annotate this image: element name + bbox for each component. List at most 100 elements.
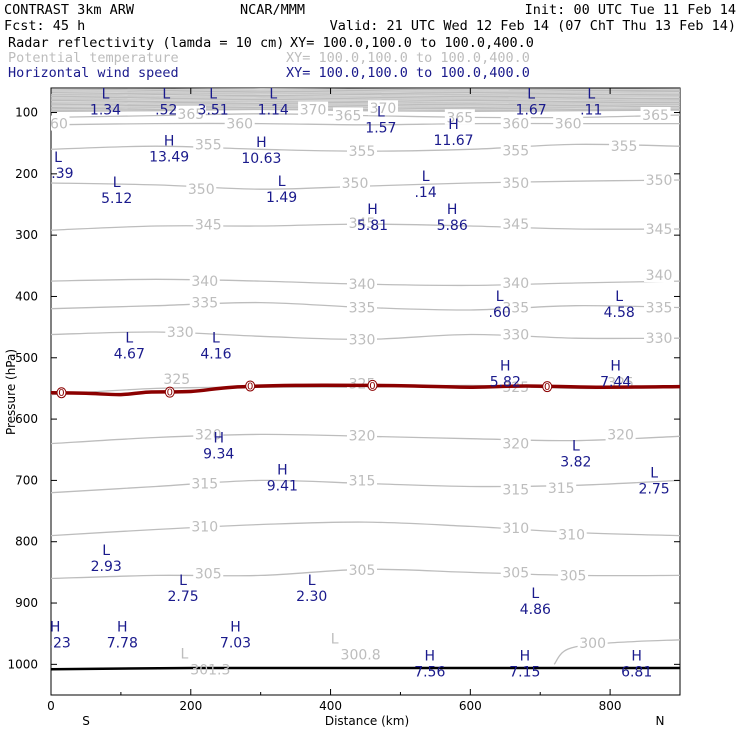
wind-extremum-type: H bbox=[500, 358, 511, 374]
theta-label-bg bbox=[500, 435, 531, 451]
theta-label-315: 315 bbox=[502, 483, 529, 499]
theta-label-365: 365 bbox=[335, 109, 362, 125]
theta-label-bg bbox=[161, 371, 192, 387]
wind-extremum-type: H bbox=[256, 135, 267, 151]
theta-label-bg bbox=[640, 106, 671, 122]
init-time: Init: 00 UTC Tue 11 Feb 14 bbox=[525, 2, 736, 18]
wind-extremum-value: 9.41 bbox=[267, 479, 298, 495]
theta-label-bg bbox=[644, 299, 675, 315]
wind-extremum-type: L bbox=[269, 87, 277, 103]
wind-extremum-value: 2.75 bbox=[639, 482, 670, 498]
theta-label-320: 320 bbox=[502, 437, 529, 453]
theta-extremum-type: L bbox=[331, 632, 339, 648]
reflectivity-label: 0 bbox=[544, 382, 550, 393]
theta-label-365: 365 bbox=[177, 107, 204, 123]
theta-upper-contour bbox=[51, 102, 680, 106]
theta-upper-contour bbox=[51, 104, 680, 107]
x-axis-label: Distance (km) bbox=[325, 714, 409, 728]
wind-extremum-type: L bbox=[102, 543, 110, 559]
reflectivity-label: 0 bbox=[167, 388, 173, 399]
theta-label-bg bbox=[298, 101, 329, 117]
reflectivity-label-bg bbox=[164, 386, 175, 398]
theta-upper-contour bbox=[51, 92, 680, 95]
theta-label-350: 350 bbox=[502, 176, 529, 192]
y-tick-label: 600 bbox=[15, 412, 38, 426]
theta-label-305: 305 bbox=[560, 568, 587, 584]
field-theta-name: Potential temperature bbox=[8, 50, 179, 66]
valid-time: Valid: 21 UTC Wed 12 Feb 14 (07 ChT Thu … bbox=[330, 18, 736, 34]
theta-label-310: 310 bbox=[502, 521, 529, 537]
theta-label-330: 330 bbox=[646, 331, 673, 347]
theta-label-330: 330 bbox=[502, 327, 529, 343]
wind-extremum-type: H bbox=[230, 620, 241, 636]
field-theta-xy: XY= 100.0,100.0 to 100.0,400.0 bbox=[286, 50, 530, 66]
theta-label-360: 360 bbox=[41, 117, 68, 133]
model-title: CONTRAST 3km ARW bbox=[4, 2, 135, 18]
theta-upper-contour bbox=[51, 89, 680, 92]
theta-label-bg bbox=[347, 427, 378, 443]
theta-label-300: 300 bbox=[579, 636, 606, 652]
theta-label-310: 310 bbox=[191, 519, 218, 535]
theta-label-320: 320 bbox=[349, 429, 376, 445]
wind-extremum-value: 10.63 bbox=[241, 151, 281, 167]
theta-label-350: 350 bbox=[342, 176, 369, 192]
theta-upper-contour bbox=[51, 98, 680, 102]
theta-upper-contour bbox=[51, 90, 680, 94]
center-title: NCAR/MMM bbox=[240, 2, 305, 18]
wind-extremum-value: 1.14 bbox=[258, 103, 289, 119]
wind-extremum-type: H bbox=[447, 202, 458, 218]
wind-extremum-type: L bbox=[102, 87, 110, 103]
theta-label-bg bbox=[189, 273, 220, 289]
plot-frame bbox=[50, 87, 681, 696]
wind-extremum-type: L bbox=[587, 87, 595, 103]
ground-line bbox=[51, 666, 680, 671]
theta-label-bg bbox=[347, 331, 378, 347]
wind-extremum-value: 6.81 bbox=[621, 664, 652, 680]
theta-label-315: 315 bbox=[349, 473, 376, 489]
wind-extremum-value: 1.49 bbox=[266, 190, 297, 206]
theta-label-355: 355 bbox=[502, 144, 529, 160]
theta-label-340: 340 bbox=[349, 277, 376, 293]
theta-label-315: 315 bbox=[548, 481, 575, 497]
forecast-hour: Fcst: 45 h bbox=[4, 18, 85, 34]
theta-label-305: 305 bbox=[195, 567, 222, 583]
theta-label-bg bbox=[644, 330, 675, 346]
x-end-label-left: S bbox=[82, 714, 90, 728]
reflectivity-contour: 0 0 0 0 0 bbox=[51, 379, 680, 399]
reflectivity-label-bg bbox=[56, 387, 67, 399]
theta-label-345: 345 bbox=[195, 218, 222, 234]
theta-upper-contour bbox=[51, 106, 680, 110]
wind-extremum-type: H bbox=[520, 648, 531, 664]
theta-upper-contour bbox=[51, 100, 680, 103]
wind-extremum-type: L bbox=[496, 289, 504, 305]
theta-contour-300 bbox=[553, 639, 680, 665]
theta-upper-contour bbox=[51, 94, 680, 98]
theta-label-bg bbox=[500, 175, 531, 191]
theta-label-320: 320 bbox=[195, 427, 222, 443]
theta-label-bg bbox=[500, 216, 531, 232]
wind-extremum-value: 5.39 bbox=[42, 166, 73, 182]
theta-label-335: 335 bbox=[349, 301, 376, 317]
theta-label-370: 370 bbox=[300, 102, 327, 118]
theta-contour-labels: 300 305 305 305 305 310 310 310 315 315 315 315 320 3… bbox=[41, 100, 675, 652]
wind-extremum-value: 5.82 bbox=[490, 374, 521, 390]
theta-label-bg bbox=[333, 107, 364, 123]
theta-label-bg bbox=[186, 181, 217, 197]
wind-extremum-type: L bbox=[212, 331, 220, 347]
theta-label-bg bbox=[340, 175, 371, 191]
reflectivity-label-bg bbox=[367, 379, 378, 391]
theta-label-bg bbox=[347, 143, 378, 159]
theta-label-bg bbox=[189, 518, 220, 534]
theta-label-bg bbox=[500, 115, 531, 131]
theta-label-bg bbox=[609, 138, 640, 154]
wind-extremum-value: 7.44 bbox=[600, 374, 631, 390]
theta-label-355: 355 bbox=[349, 144, 376, 160]
reflectivity-label: 0 bbox=[369, 381, 375, 392]
theta-label-bg bbox=[500, 520, 531, 536]
theta-label-bg bbox=[175, 105, 206, 121]
theta-label-bg bbox=[605, 426, 636, 442]
theta-label-bg bbox=[165, 324, 196, 340]
theta-label-350: 350 bbox=[646, 173, 673, 189]
theta-label-310: 310 bbox=[558, 527, 585, 543]
